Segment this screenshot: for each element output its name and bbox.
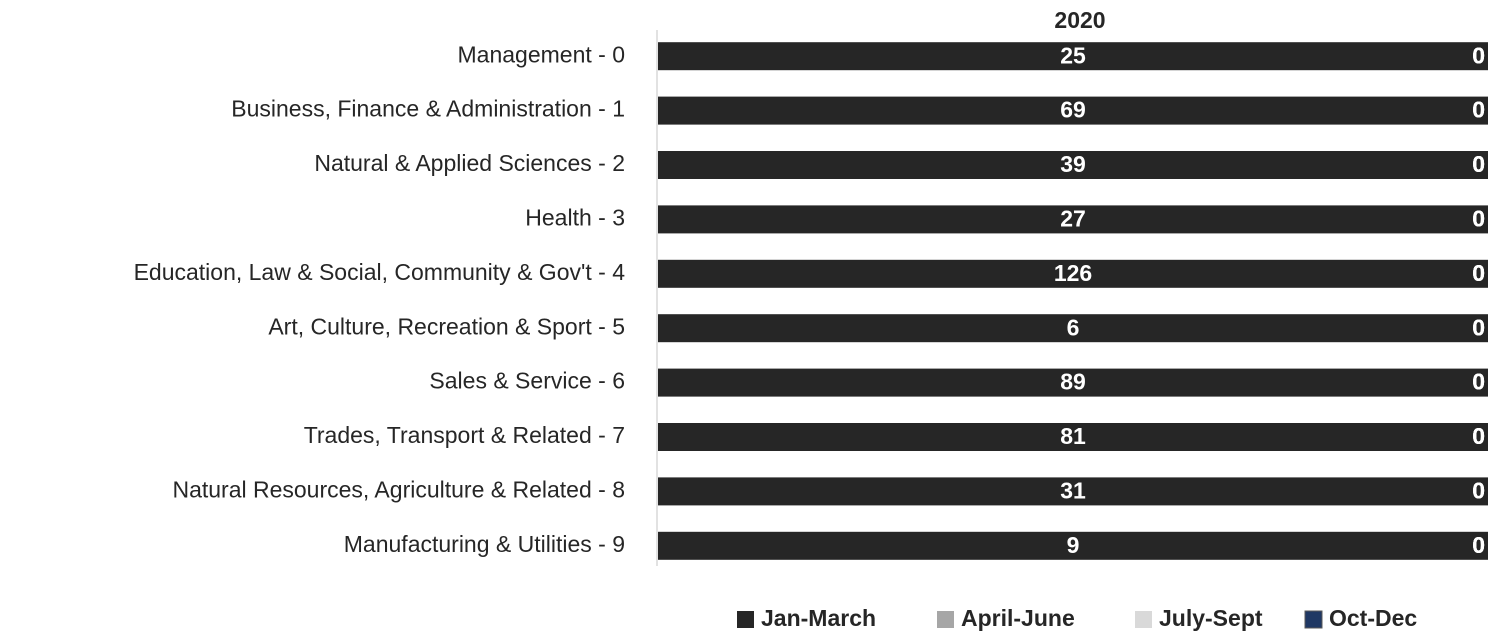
- data-label: 0: [1472, 205, 1485, 231]
- data-label: 31: [1060, 477, 1086, 503]
- data-label: 0: [1472, 423, 1485, 449]
- data-label: 0: [1472, 369, 1485, 395]
- data-label: 0: [1472, 97, 1485, 123]
- legend-label: Oct-Dec: [1329, 605, 1417, 631]
- bar-segment: [658, 368, 1488, 397]
- y-tick-label: Business, Finance & Administration - 1: [231, 96, 625, 122]
- y-tick-label: Health - 3: [525, 204, 625, 230]
- data-label: 126: [1054, 260, 1092, 286]
- bar-segment: [658, 42, 1488, 71]
- data-label: 0: [1472, 314, 1485, 340]
- data-label: 0: [1472, 260, 1485, 286]
- data-label: 0: [1472, 532, 1485, 558]
- data-label: 0: [1472, 205, 1485, 231]
- data-label: 0: [1472, 477, 1485, 503]
- bar-segment: [658, 531, 1488, 560]
- bar-segment: [658, 477, 1488, 506]
- data-label: 0: [1472, 260, 1485, 286]
- data-label: 0: [1472, 423, 1485, 449]
- data-label: 0: [1472, 532, 1485, 558]
- legend-swatch: [1135, 611, 1152, 628]
- bar-segment: [658, 205, 1488, 234]
- legend-label: July-Sept: [1159, 605, 1263, 631]
- data-label: 0: [1472, 151, 1485, 177]
- data-label: 0: [1472, 97, 1485, 123]
- data-label: 0: [1472, 42, 1485, 68]
- y-tick-label: Management - 0: [458, 41, 625, 67]
- data-label: 0: [1472, 477, 1485, 503]
- legend-swatch: [937, 611, 954, 628]
- legend-label: Jan-March: [761, 605, 876, 631]
- data-label: 0: [1472, 42, 1485, 68]
- bar-segment: [658, 151, 1488, 179]
- y-tick-label: Art, Culture, Recreation & Sport - 5: [268, 313, 625, 339]
- data-label: 0: [1472, 532, 1485, 558]
- y-tick-label: Manufacturing & Utilities - 9: [344, 531, 625, 557]
- bar-segment: [658, 96, 1488, 125]
- y-tick-label: Natural Resources, Agriculture & Related…: [172, 476, 625, 502]
- bar-segment: [658, 423, 1488, 451]
- legend-swatch: [737, 611, 754, 628]
- data-label: 0: [1472, 151, 1485, 177]
- legend-label: April-June: [961, 605, 1075, 631]
- data-label: 0: [1472, 314, 1485, 340]
- data-label: 0: [1472, 260, 1485, 286]
- data-label: 9: [1067, 532, 1080, 558]
- data-label: 25: [1060, 42, 1086, 68]
- y-tick-label: Sales & Service - 6: [429, 368, 625, 394]
- bar-segment: [658, 314, 1488, 343]
- data-label: 0: [1472, 97, 1485, 123]
- data-label: 89: [1060, 369, 1086, 395]
- data-label: 0: [1472, 369, 1485, 395]
- legend-swatch: [1304, 610, 1323, 629]
- data-label: 39: [1060, 151, 1086, 177]
- data-label: 0: [1472, 423, 1485, 449]
- data-label: 0: [1472, 151, 1485, 177]
- data-label: 27: [1060, 205, 1086, 231]
- data-label: 0: [1472, 42, 1485, 68]
- y-tick-label: Natural & Applied Sciences - 2: [314, 150, 625, 176]
- y-tick-label: Education, Law & Social, Community & Gov…: [134, 259, 626, 285]
- data-label: 0: [1472, 205, 1485, 231]
- chart-title: 2020: [1054, 7, 1105, 33]
- data-label: 81: [1060, 423, 1086, 449]
- data-label: 0: [1472, 477, 1485, 503]
- data-label: 69: [1060, 97, 1086, 123]
- data-label: 0: [1472, 314, 1485, 340]
- bar-segment: [658, 259, 1488, 288]
- data-label: 6: [1067, 314, 1080, 340]
- data-label: 0: [1472, 369, 1485, 395]
- y-tick-label: Trades, Transport & Related - 7: [304, 422, 625, 448]
